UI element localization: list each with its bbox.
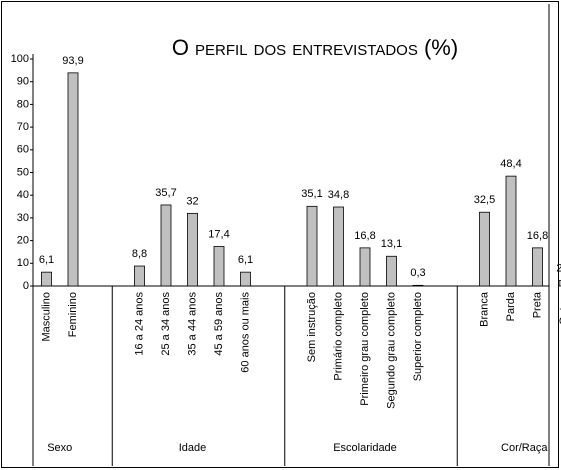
bar	[134, 265, 145, 287]
x-tick-label: Feminino	[67, 292, 79, 337]
y-tick-label: 100	[11, 53, 29, 65]
x-tick-label: 60 anos ou mais	[239, 292, 251, 373]
group-label: Sexo	[47, 442, 72, 454]
y-tick-label: 60	[17, 144, 29, 156]
x-tick-label: 25 a 34 anos	[160, 292, 172, 356]
x-tick-label: Outras	[558, 292, 561, 326]
x-tick-label: Primário completo	[332, 292, 344, 381]
group-label: Cor/Raça	[501, 442, 548, 454]
bar	[41, 271, 52, 287]
x-tick-label: 45 a 59 anos	[213, 292, 225, 356]
bar	[67, 72, 79, 287]
value-label: 2,4	[556, 262, 561, 274]
value-label: 35,7	[155, 187, 176, 199]
y-tick-label: 90	[17, 76, 29, 88]
bar	[333, 206, 344, 287]
x-tick-label: 16 a 24 anos	[133, 292, 145, 356]
y-tick-label: 20	[17, 235, 29, 247]
x-tick-label: Superior completo	[412, 292, 424, 381]
bar	[306, 205, 318, 287]
y-tick-label: 30	[17, 212, 29, 224]
y-tick-label: 0	[23, 280, 29, 292]
value-label: 17,4	[208, 228, 229, 240]
value-label: 48,4	[500, 158, 521, 170]
value-label: 32,5	[474, 194, 495, 206]
bar	[160, 204, 172, 287]
x-tick-label: Segundo grau completo	[385, 292, 397, 409]
value-label: 16,8	[527, 230, 548, 242]
value-label: 13,1	[381, 238, 402, 250]
bar	[558, 280, 561, 287]
value-label: 6,1	[238, 254, 253, 266]
x-tick-label: Parda	[505, 291, 517, 321]
value-label: 8,8	[132, 248, 147, 260]
value-label: 16,8	[354, 230, 375, 242]
x-tick-label: Sem instrução	[306, 292, 318, 362]
y-tick-label: 80	[17, 98, 29, 110]
bar	[359, 247, 371, 287]
bar	[240, 271, 251, 287]
x-tick-label: Masculino	[40, 292, 52, 342]
group-label: Idade	[179, 442, 207, 454]
bar	[187, 212, 198, 287]
bar	[479, 211, 490, 287]
bar	[386, 255, 397, 287]
value-label: 32	[186, 195, 198, 207]
bar	[412, 284, 424, 287]
value-label: 35,1	[301, 188, 322, 200]
x-tick-label: Preta	[531, 291, 543, 318]
group-label: Escolaridade	[333, 442, 397, 454]
bar	[213, 246, 225, 287]
chart-title: O perfil dos entrevistados (%)	[172, 35, 458, 60]
value-label: 6,1	[39, 254, 54, 266]
bar	[505, 175, 517, 287]
value-label: 34,8	[328, 189, 349, 201]
value-label: 93,9	[62, 55, 83, 67]
y-tick-label: 70	[17, 121, 29, 133]
y-tick-label: 40	[17, 189, 29, 201]
x-tick-label: 35 a 44 anos	[186, 292, 198, 356]
x-tick-label: Branca	[478, 291, 490, 327]
y-tick-label: 50	[17, 166, 29, 178]
y-tick-label: 10	[17, 257, 29, 269]
x-tick-label: Primeiro grau completo	[359, 292, 371, 406]
value-label: 0,3	[410, 267, 425, 279]
bar	[532, 247, 543, 287]
